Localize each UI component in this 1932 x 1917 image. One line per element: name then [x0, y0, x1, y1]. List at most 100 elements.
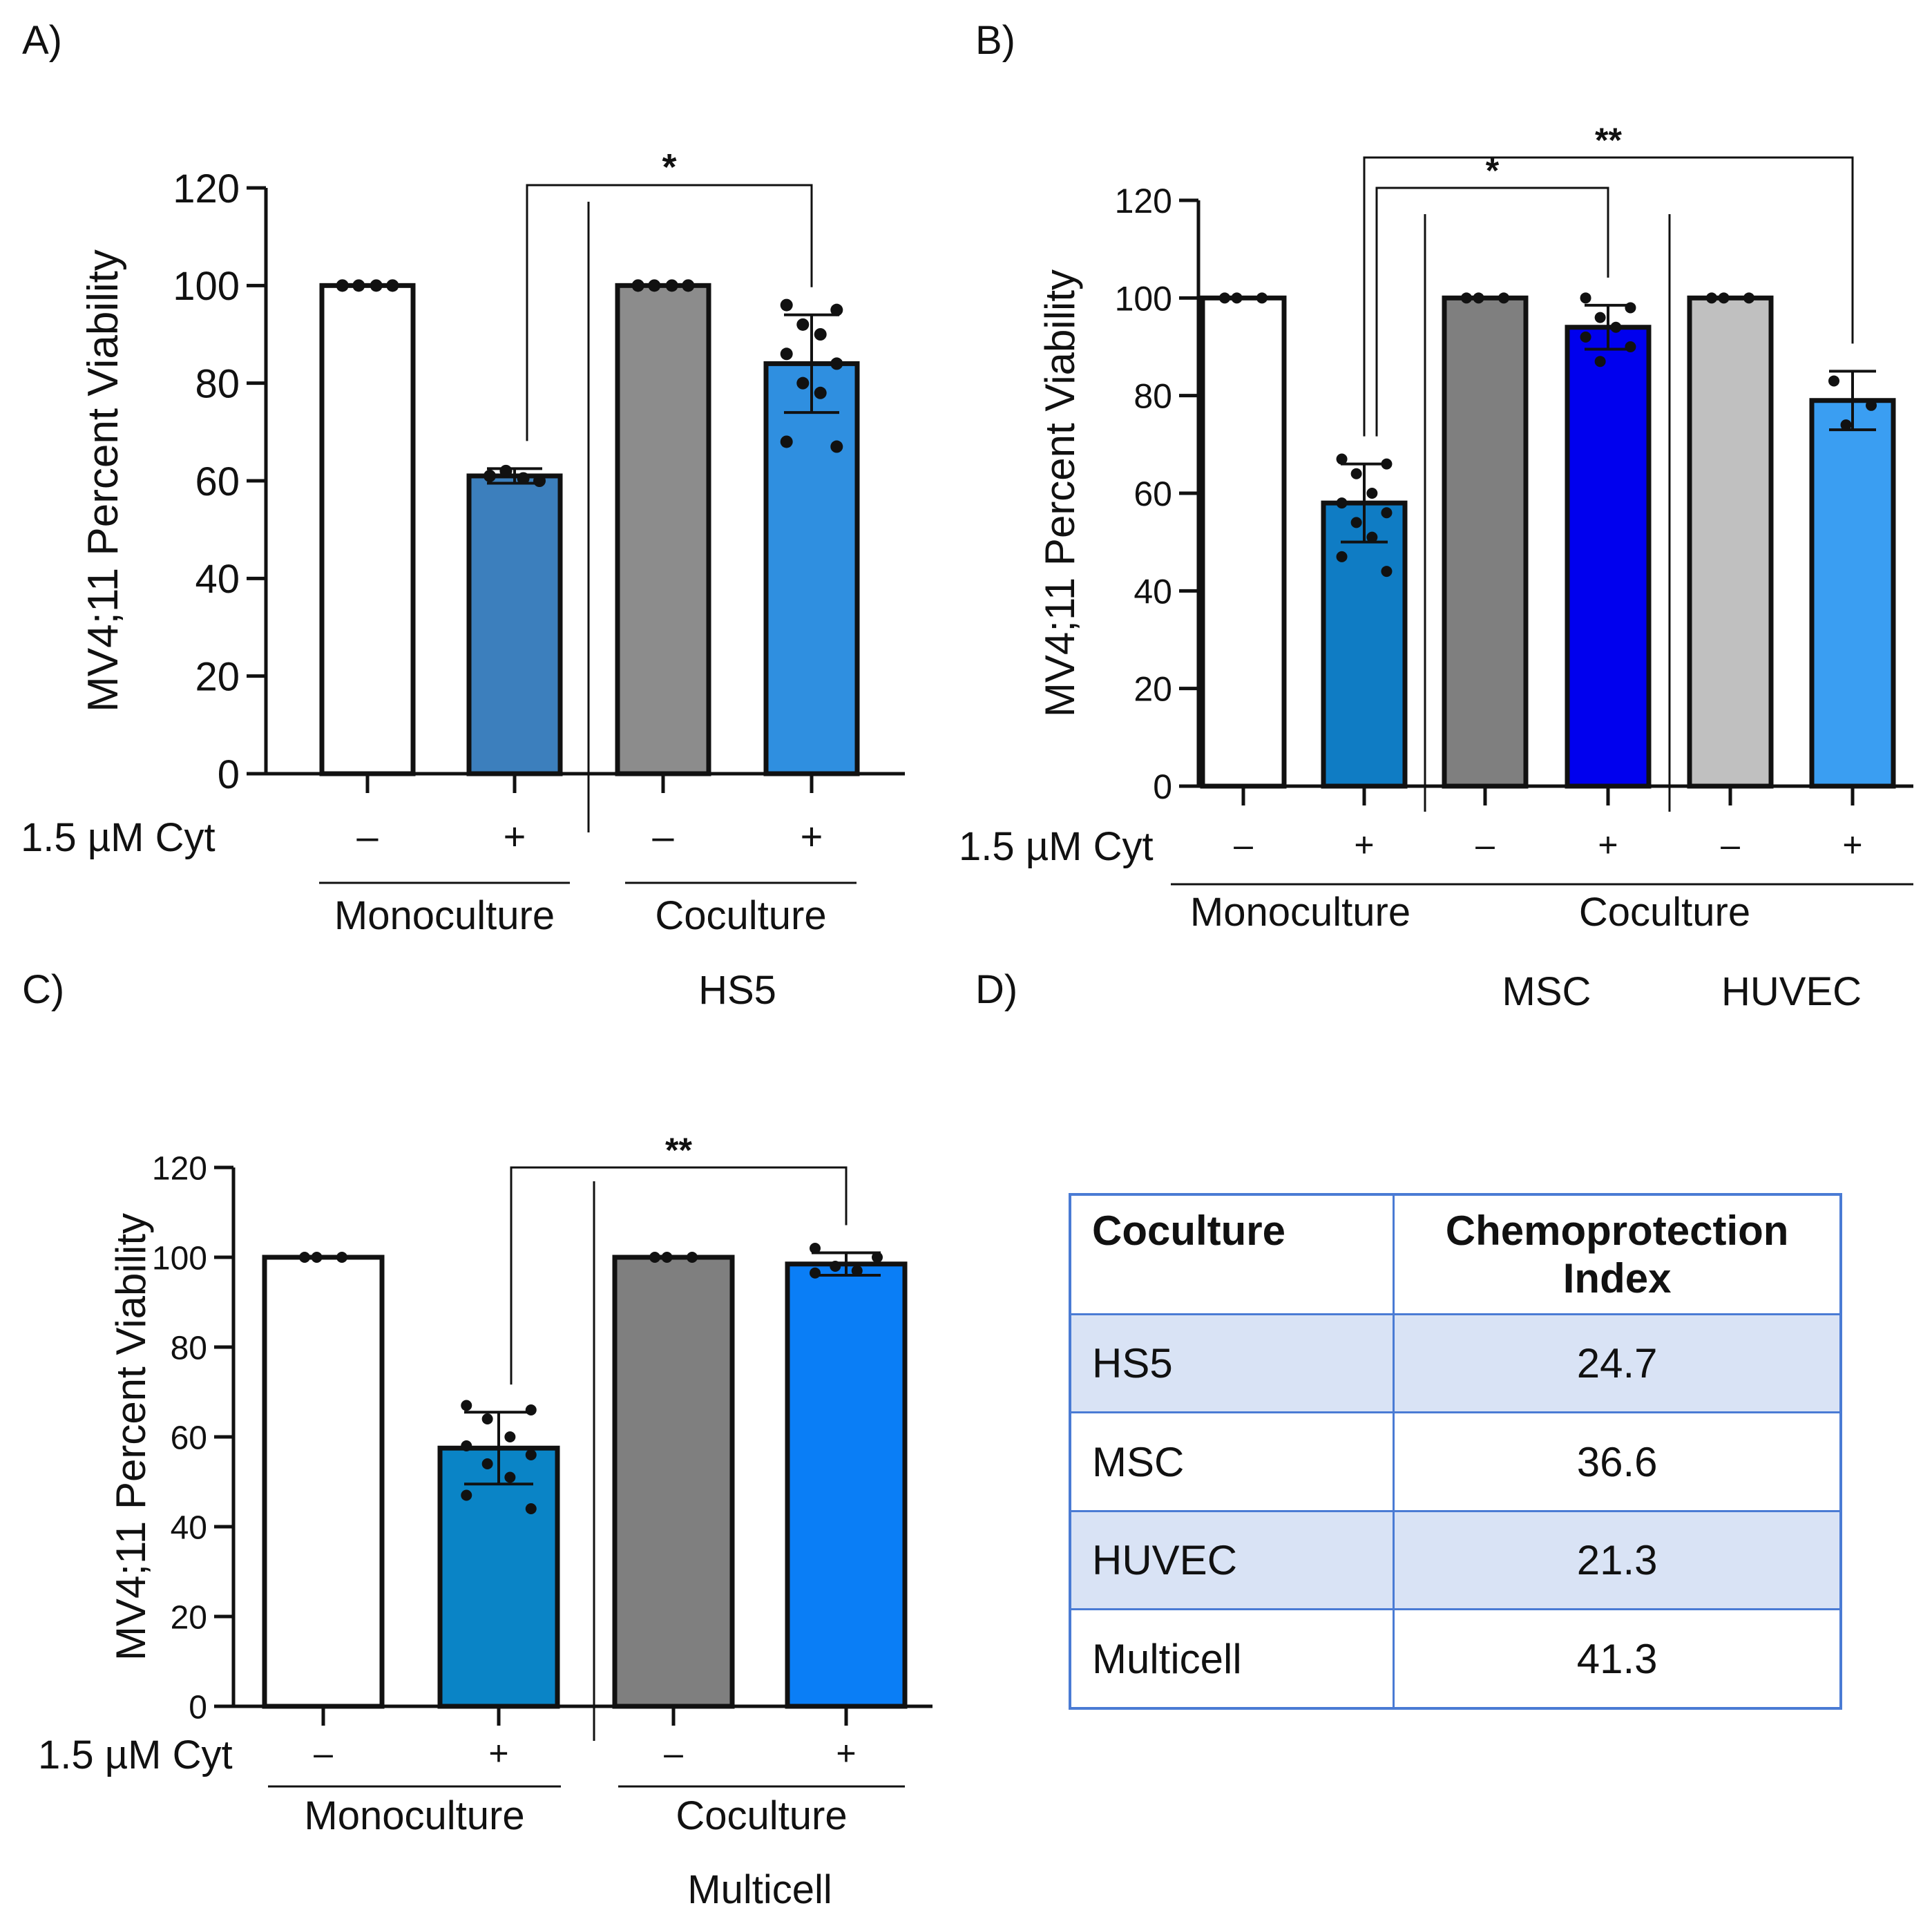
group-label: Monoculture	[334, 893, 555, 938]
panel-label-b: B)	[975, 18, 1015, 63]
data-point	[1625, 302, 1636, 314]
data-point	[484, 469, 496, 482]
data-point	[1610, 321, 1622, 333]
data-point	[525, 1449, 537, 1460]
data-point	[810, 1243, 821, 1254]
data-point	[299, 1252, 310, 1263]
significance-bracket	[1375, 187, 1609, 437]
x-category-label: –	[356, 814, 379, 858]
data-point	[1718, 292, 1730, 304]
chart-b: 0 20 40 60 80 100 120 MV4;11 Percent Viability –…	[959, 121, 1913, 1014]
data-point	[504, 1471, 516, 1483]
panel-label-c: C)	[22, 967, 64, 1012]
data-point	[525, 1404, 537, 1415]
significance-label: **	[1595, 121, 1622, 160]
panel-label-d: D)	[975, 967, 1017, 1012]
bar-3	[763, 361, 860, 776]
bar-5	[1809, 398, 1896, 789]
row-name: MSC	[1069, 1411, 1395, 1512]
data-point	[796, 376, 810, 390]
x-category-label: +	[1354, 826, 1374, 864]
group-label: Coculture	[1579, 890, 1750, 935]
y-tick-label: 20	[1134, 670, 1172, 709]
significance-label: **	[665, 1131, 692, 1170]
significance-bracket	[510, 1166, 848, 1385]
data-point	[648, 279, 661, 292]
data-point	[665, 279, 678, 292]
row-value: 36.6	[1393, 1411, 1842, 1512]
y-tick-label: 60	[171, 1420, 207, 1456]
y-tick-label: 100	[1115, 279, 1172, 318]
data-point	[814, 386, 827, 399]
significance-bracket	[1363, 156, 1854, 437]
row-name: HS5	[1069, 1313, 1395, 1414]
y-tick-label: 40	[195, 557, 240, 602]
x-category-label: +	[504, 814, 526, 858]
data-point	[780, 298, 793, 312]
data-point	[830, 440, 843, 453]
y-axis-title: MV4;11 Percent Viability	[79, 249, 127, 712]
row-value: 21.3	[1393, 1509, 1842, 1611]
data-point	[851, 1265, 863, 1277]
data-point	[872, 1252, 883, 1263]
y-tick-label: 80	[195, 362, 240, 407]
y-tick-label: 60	[1134, 475, 1172, 513]
data-point	[1706, 292, 1717, 304]
y-tick-label: 120	[1115, 182, 1172, 220]
data-point	[687, 1252, 698, 1263]
row-name: Multicell	[1069, 1608, 1395, 1710]
data-point	[1231, 292, 1243, 304]
bar-4	[1687, 295, 1774, 789]
data-point	[525, 1503, 537, 1514]
bar-2	[612, 1255, 735, 1709]
x-category-label: +	[1842, 826, 1862, 864]
y-tick-label: 100	[173, 264, 240, 309]
y-axis-title: MV4;11 Percent Viability	[1037, 269, 1083, 717]
x-category-label: –	[652, 814, 674, 858]
bar-1	[466, 473, 563, 776]
data-point	[1580, 331, 1591, 343]
y-tick-label: 80	[171, 1330, 207, 1366]
bar-3	[785, 1261, 908, 1709]
cell-type-label: HS5	[698, 968, 776, 1013]
group-label: Coculture	[655, 893, 826, 938]
data-point	[1381, 458, 1393, 470]
chart-a: 0 20 40 60 80 100 120 MV4;11 Percent Viability –…	[21, 146, 905, 1013]
data-point	[1461, 292, 1472, 304]
y-tick-label: 120	[173, 166, 240, 211]
y-tick-label: 40	[1134, 572, 1172, 611]
data-point	[780, 435, 793, 448]
data-point	[481, 1413, 493, 1424]
data-point	[1381, 566, 1393, 578]
chemoprotection-table: Coculture Chemoprotection Index HS5 24.7…	[1069, 1193, 1842, 1710]
header-chemoprotection-index: Chemoprotection Index	[1393, 1193, 1842, 1315]
data-point	[682, 279, 695, 292]
bar-2	[615, 283, 711, 776]
data-point	[1350, 517, 1362, 528]
bar-0	[319, 283, 416, 776]
data-point	[386, 279, 399, 292]
x-category-label: –	[1721, 826, 1740, 864]
significance-bracket	[526, 184, 813, 441]
data-point	[311, 1252, 323, 1263]
data-point	[780, 347, 793, 361]
data-point	[1381, 507, 1393, 519]
bar-2	[1442, 295, 1529, 789]
header-coculture: Coculture	[1069, 1193, 1395, 1315]
y-tick-label: 80	[1134, 377, 1172, 416]
data-point	[830, 357, 843, 370]
data-point	[1625, 341, 1636, 352]
y-axis-title: MV4;11 Percent Viability	[108, 1213, 154, 1661]
data-point	[1473, 292, 1484, 304]
table-row: HUVEC 21.3	[1069, 1509, 1842, 1611]
y-tick-label: 60	[195, 459, 240, 504]
y-tick-label: 100	[152, 1240, 207, 1277]
y-tick-label: 20	[195, 655, 240, 700]
x-category-label: +	[1598, 826, 1618, 864]
data-point	[336, 1252, 347, 1263]
cell-type-label: Multicell	[687, 1867, 832, 1912]
cell-type-label: HUVEC	[1721, 969, 1862, 1014]
data-point	[336, 279, 349, 292]
data-point	[1866, 399, 1877, 411]
